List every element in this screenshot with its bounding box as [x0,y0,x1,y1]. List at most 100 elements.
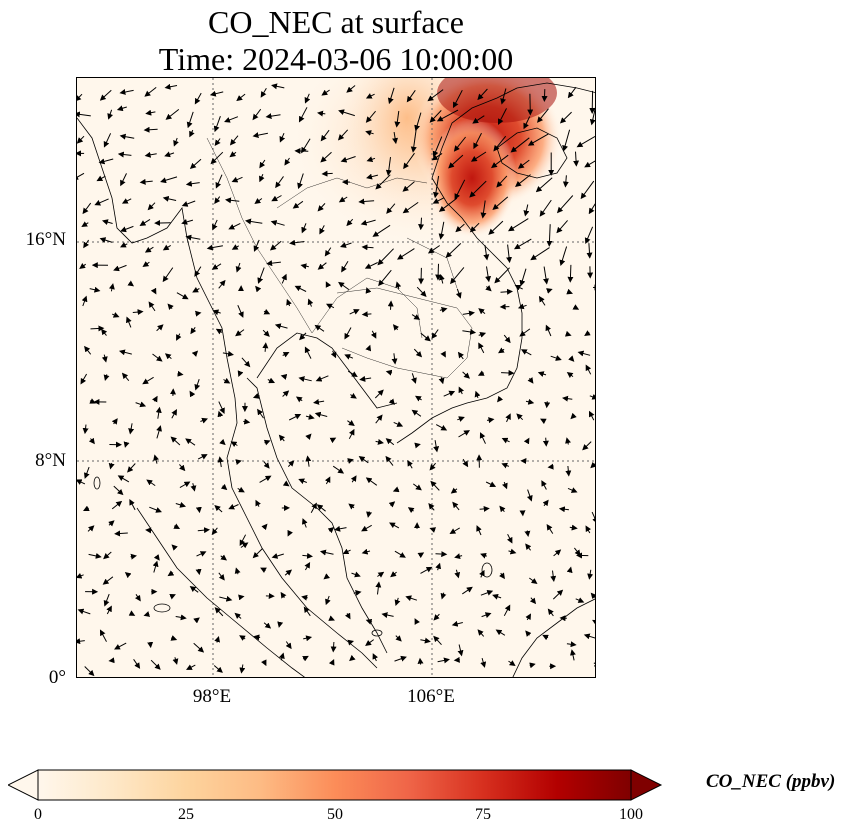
wind-arrow [347,458,354,464]
wind-arrow [112,312,120,318]
wind-arrow [169,593,176,600]
wind-arrow [405,595,418,602]
wind-arrow [365,287,372,294]
wind-arrow [387,87,395,105]
wind-arrow [567,86,577,99]
wind-arrow [542,634,549,641]
wind-arrow [340,156,356,163]
wind-arrow [84,666,95,677]
wind-arrow [440,592,447,600]
wind-arrow [544,401,551,409]
wind-arrow [499,505,506,513]
wind-arrow [219,438,226,446]
wind-arrow [102,576,114,585]
map-canvas [77,78,595,677]
wind-arrow [321,170,333,177]
wind-arrow [438,377,445,385]
wind-arrow [237,370,244,377]
wind-arrow [462,328,477,335]
wind-arrow [394,597,401,606]
wind-arrow [457,644,464,657]
wind-arrow [550,570,557,582]
wind-arrow [388,501,396,508]
wind-arrow [239,635,246,641]
wind-arrow [392,486,400,493]
wind-arrow [257,408,264,419]
wind-arrow [575,597,585,603]
wind-arrow [164,151,175,158]
wind-arrow [483,245,490,261]
wind-arrow [164,83,178,90]
wind-arrow [300,263,309,270]
wind-arrow [523,437,530,445]
wind-arrow [255,499,261,507]
wind-arrow [162,267,174,283]
wind-arrow [209,90,224,97]
wind-arrow [547,608,554,617]
wind-arrow [281,273,287,284]
wind-arrow [117,151,132,158]
wind-arrow [375,174,391,190]
wind-arrow [411,373,417,384]
wind-arrow [365,130,374,136]
wind-arrow [284,569,293,576]
wind-arrow [485,481,497,487]
wind-arrow [493,135,507,152]
wind-arrow [252,108,262,121]
wind-arrow [545,324,552,337]
wind-arrow [315,375,329,382]
colorbar-tick-100: 100 [619,806,643,823]
wind-arrow [334,525,347,532]
wind-arrow [230,441,238,448]
wind-arrow [570,649,576,661]
wind-arrow [348,428,355,440]
wind-arrow [433,635,442,646]
wind-arrow [556,195,574,214]
wind-arrow [217,410,224,418]
wind-arrow [388,398,395,406]
wind-arrow [375,414,383,424]
lat-label-8n: 8°N [35,450,66,471]
wind-arrow [588,410,595,421]
wind-arrow [435,562,442,571]
wind-arrow [191,350,199,357]
wind-arrow [520,349,532,356]
wind-arrow [585,364,592,375]
wind-arrow [84,345,92,355]
wind-arrow [285,641,292,650]
wind-arrow [573,151,580,167]
wind-arrow [175,501,187,508]
wind-arrow [252,132,268,139]
wind-arrow [519,268,527,287]
wind-arrow [77,172,85,180]
wind-arrow [298,107,308,123]
wind-arrow [162,195,177,202]
wind-arrow [99,89,112,101]
wind-arrow [210,151,224,165]
wind-arrow [452,501,460,511]
wind-arrow [486,417,495,424]
wind-arrow [179,464,186,472]
wind-arrow [387,300,394,310]
wind-arrow [235,329,245,337]
wind-arrow [89,398,97,404]
wind-arrow [542,437,549,447]
wind-arrow [432,175,440,199]
wind-arrow [181,200,196,207]
wind-arrow [280,591,287,599]
wind-arrow [215,328,223,335]
wind-arrow [266,260,281,267]
wind-arrow [366,511,373,518]
wind-arrow [497,108,507,125]
wind-arrow [282,390,290,397]
wind-arrow [271,83,285,90]
wind-arrow [567,487,578,493]
wind-arrow [77,111,91,118]
wind-arrow [348,503,355,510]
wind-arrow [438,273,445,284]
wind-arrow [477,88,488,101]
wind-arrow [189,390,196,398]
wind-arrow [479,432,486,444]
wind-arrow [319,225,325,235]
wind-arrow [170,436,181,446]
